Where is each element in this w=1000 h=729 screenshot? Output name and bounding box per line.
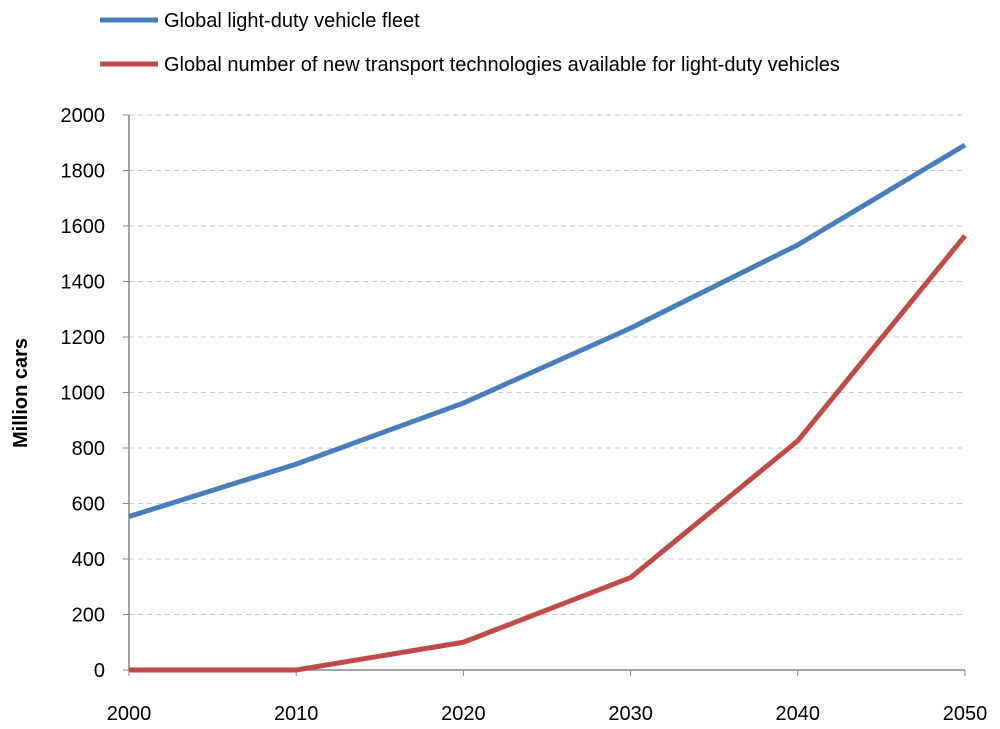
y-tick-label-1000: 1000 [61,383,106,405]
x-tick-label-2020: 2020 [441,703,486,725]
tick-labels: 0 200 400 600 800 1000 1200 1400 1600 1800 2000 200… [61,105,988,725]
axes [123,114,966,676]
legend-label-2: Global number of new transport technolog… [164,54,840,76]
y-tick-label-1600: 1600 [61,216,106,238]
y-tick-label-0: 0 [94,660,105,682]
legend-label-1: Global light-duty vehicle fleet [164,10,420,32]
y-tick-label-800: 800 [72,438,105,460]
y-axis-title: Million cars [10,338,32,448]
legend: Global light-duty vehicle fleet Global nu… [100,10,840,76]
x-tick-label-2050: 2050 [943,703,988,725]
y-tick-label-200: 200 [72,605,105,627]
x-tick-label-2000: 2000 [107,703,152,725]
y-tick-label-2000: 2000 [61,105,106,127]
x-tick-label-2010: 2010 [274,703,319,725]
y-tick-label-400: 400 [72,549,105,571]
gridlines [129,114,965,615]
series-lines [128,142,967,673]
y-tick-label-1800: 1800 [61,161,106,183]
series-line-2 [129,234,967,673]
series-line-1 [128,142,967,519]
x-tick-label-2030: 2030 [608,703,653,725]
y-tick-label-1200: 1200 [61,327,106,349]
y-tick-label-600: 600 [72,494,105,516]
y-tick-label-1400: 1400 [61,272,106,294]
x-tick-label-2040: 2040 [776,703,821,725]
